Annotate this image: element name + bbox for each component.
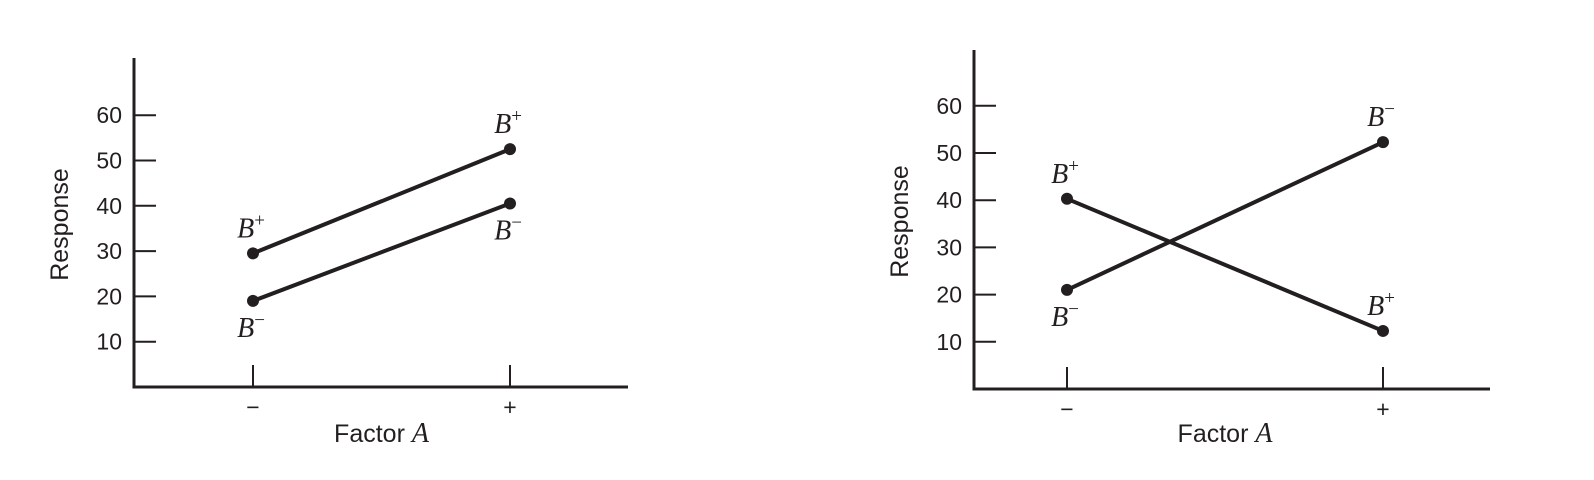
- data-point: [504, 143, 516, 156]
- y-tick-label: 20: [936, 282, 962, 308]
- series-line-2: [251, 201, 512, 303]
- x-axis-title: Factor A: [1178, 418, 1274, 449]
- x-tick-label: −: [1060, 396, 1073, 422]
- y-tick-label: 60: [96, 102, 122, 128]
- series-label: B+: [1051, 156, 1079, 190]
- data-point: [1061, 283, 1073, 296]
- series-line-2: [1065, 140, 1385, 292]
- y-tick-label: 40: [96, 193, 122, 219]
- series-label: B−: [237, 310, 265, 344]
- y-axis-title: Response: [886, 165, 914, 278]
- data-point: [1061, 192, 1073, 205]
- y-tick-label: 50: [936, 140, 962, 166]
- data-point: [504, 197, 516, 210]
- series-label: B−: [1367, 99, 1395, 133]
- y-tick-label: 60: [936, 93, 962, 119]
- data-point: [1377, 324, 1389, 337]
- series-line-1: [1065, 196, 1385, 333]
- series-line-1: [251, 147, 512, 256]
- chart-panel-2: 10 20 30 40 50 60 − + Response Factor A B+ B+ B− B−: [886, 50, 1490, 449]
- series-label: B+: [494, 106, 522, 140]
- x-tick-label: −: [246, 394, 259, 420]
- y-tick-label: 30: [96, 238, 122, 264]
- y-tick-label: 30: [936, 234, 962, 260]
- data-point: [247, 294, 259, 307]
- y-tick-label: 50: [96, 148, 122, 174]
- data-point: [1377, 136, 1389, 149]
- series-label: B+: [1367, 288, 1395, 322]
- series-label: B−: [494, 213, 522, 247]
- x-axis-title: Factor A: [334, 418, 430, 449]
- chart-panel-1: 10 20 30 40 50 60 − + Response Factor A B+ B+ B− B−: [46, 58, 628, 449]
- y-axis-title: Response: [46, 168, 74, 281]
- y-tick-label: 20: [96, 283, 122, 309]
- y-tick-label: 10: [96, 329, 122, 355]
- x-tick-label: +: [503, 394, 516, 420]
- x-tick-label: +: [1376, 396, 1389, 422]
- y-tick-label: 40: [936, 187, 962, 213]
- data-point: [247, 247, 259, 260]
- series-label: B+: [237, 210, 265, 244]
- series-label: B−: [1051, 299, 1079, 333]
- y-tick-label: 10: [936, 329, 962, 355]
